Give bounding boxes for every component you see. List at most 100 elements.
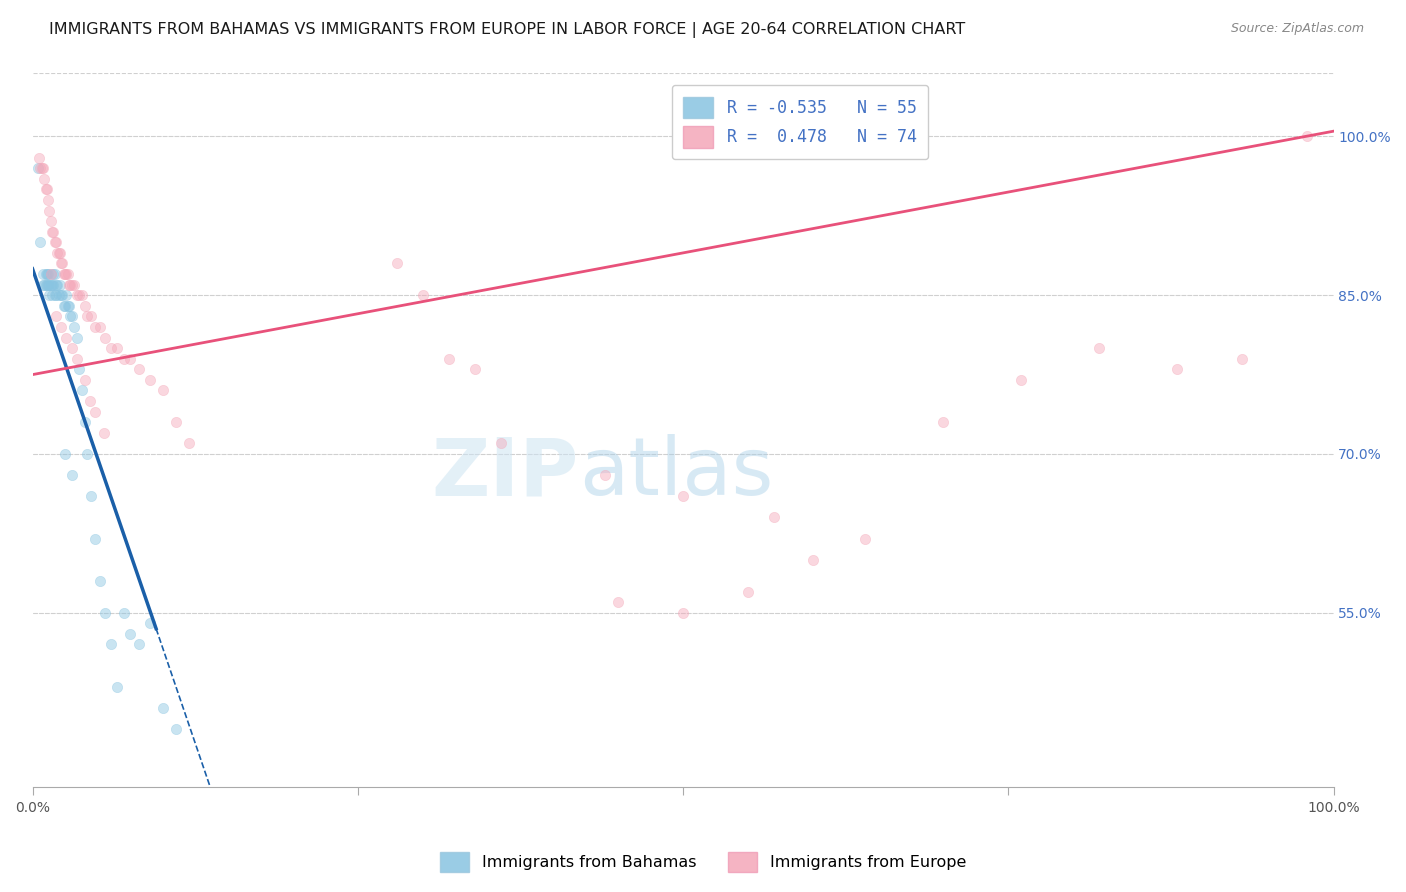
Point [48, 246, 70, 260]
Point [39, 267, 62, 281]
Point [38, 277, 60, 292]
Point [42, 277, 65, 292]
Point [1296, 129, 1319, 144]
Point [55, 288, 77, 302]
Point [853, 532, 876, 546]
Point [607, 595, 630, 609]
Point [56, 299, 79, 313]
Point [58, 277, 80, 292]
Point [138, 616, 160, 631]
Point [70, 384, 93, 398]
Point [32, 171, 55, 186]
Point [58, 299, 80, 313]
Point [165, 722, 187, 736]
Point [52, 267, 75, 281]
Point [128, 638, 150, 652]
Point [59, 277, 82, 292]
Point [120, 351, 142, 366]
Point [412, 288, 434, 302]
Text: atlas: atlas [579, 434, 773, 512]
Point [46, 277, 69, 292]
Point [38, 288, 60, 302]
Point [73, 373, 96, 387]
Point [55, 267, 77, 281]
Point [73, 415, 96, 429]
Point [70, 288, 93, 302]
Legend: Immigrants from Bahamas, Immigrants from Europe: Immigrants from Bahamas, Immigrants from… [432, 844, 974, 880]
Point [672, 489, 695, 503]
Point [120, 627, 142, 641]
Point [152, 701, 174, 715]
Point [48, 288, 70, 302]
Point [112, 606, 135, 620]
Point [76, 447, 98, 461]
Text: IMMIGRANTS FROM BAHAMAS VS IMMIGRANTS FROM EUROPE IN LABOR FORCE | AGE 20-64 COR: IMMIGRANTS FROM BAHAMAS VS IMMIGRANTS FR… [49, 22, 966, 38]
Point [437, 351, 460, 366]
Point [39, 214, 62, 228]
Point [60, 468, 83, 483]
Point [53, 447, 76, 461]
Point [165, 415, 187, 429]
Point [138, 373, 160, 387]
Point [66, 288, 89, 302]
Point [66, 351, 89, 366]
Point [35, 182, 58, 196]
Point [37, 277, 59, 292]
Point [464, 362, 486, 376]
Point [45, 310, 67, 324]
Text: Source: ZipAtlas.com: Source: ZipAtlas.com [1230, 22, 1364, 36]
Point [35, 277, 58, 292]
Point [41, 288, 63, 302]
Legend: R = -0.535   N = 55, R =  0.478   N = 74: R = -0.535 N = 55, R = 0.478 N = 74 [672, 85, 928, 160]
Point [84, 404, 107, 418]
Point [44, 288, 66, 302]
Point [105, 341, 128, 355]
Point [672, 606, 695, 620]
Point [34, 277, 56, 292]
Point [37, 267, 59, 281]
Point [45, 235, 67, 250]
Point [42, 225, 65, 239]
Point [63, 277, 86, 292]
Point [49, 277, 72, 292]
Point [84, 320, 107, 334]
Point [51, 256, 73, 270]
Point [49, 320, 72, 334]
Text: ZIP: ZIP [432, 434, 579, 512]
Point [49, 288, 72, 302]
Point [45, 277, 67, 292]
Point [42, 267, 65, 281]
Point [152, 384, 174, 398]
Point [32, 277, 55, 292]
Point [30, 161, 52, 176]
Point [66, 330, 89, 344]
Point [80, 310, 103, 324]
Point [32, 277, 55, 292]
Point [44, 235, 66, 250]
Point [89, 574, 111, 588]
Point [385, 256, 408, 270]
Point [53, 267, 76, 281]
Point [763, 510, 786, 524]
Point [489, 436, 512, 450]
Point [128, 362, 150, 376]
Point [112, 351, 135, 366]
Point [46, 246, 69, 260]
Point [60, 341, 83, 355]
Point [41, 225, 63, 239]
Point [801, 553, 824, 567]
Point [89, 320, 111, 334]
Point [1010, 373, 1032, 387]
Point [60, 310, 83, 324]
Point [105, 680, 128, 694]
Point [49, 256, 72, 270]
Point [45, 288, 67, 302]
Point [60, 277, 83, 292]
Point [35, 267, 58, 281]
Point [27, 161, 49, 176]
Point [932, 415, 955, 429]
Point [593, 468, 616, 483]
Point [53, 299, 76, 313]
Point [44, 267, 66, 281]
Point [80, 489, 103, 503]
